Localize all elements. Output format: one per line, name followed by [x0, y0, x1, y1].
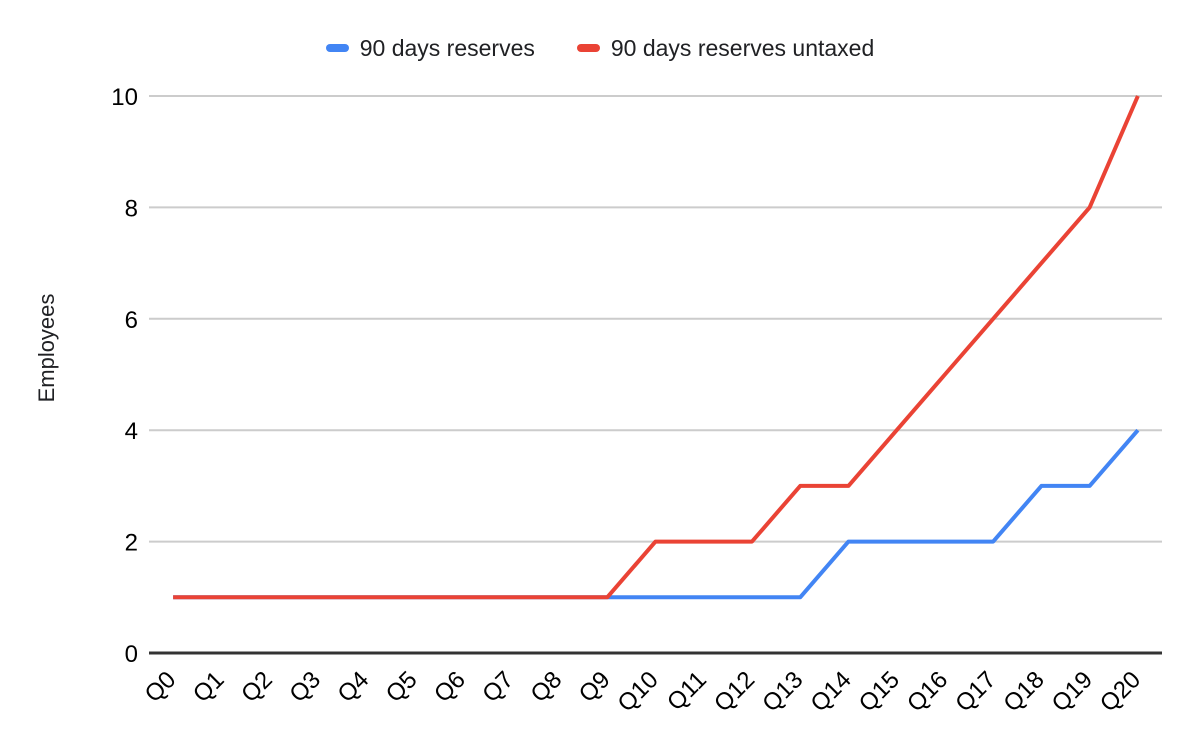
y-tick-label: 8	[125, 195, 138, 222]
legend-swatch-icon	[325, 44, 349, 52]
y-tick-label: 4	[125, 418, 138, 445]
x-tick-label: Q7	[477, 666, 519, 708]
legend-item: 90 days reserves	[325, 34, 535, 62]
series-line-90-days-reserves-untaxed	[173, 95, 1140, 600]
legend-swatch-icon	[576, 44, 600, 52]
x-tick-label: Q13	[757, 666, 808, 717]
x-tick-label: Q8	[526, 666, 568, 708]
x-tick-label: Q2	[236, 666, 278, 708]
x-tick-label: Q1	[188, 666, 230, 708]
x-tick-label: Q19	[1047, 666, 1098, 717]
legend-item: 90 days reserves untaxed	[576, 34, 875, 62]
x-tick-label: Q9	[574, 666, 616, 708]
x-tick-label: Q14	[806, 666, 857, 717]
x-tick-label: Q18	[998, 666, 1049, 717]
x-tick-label: Q3	[284, 666, 326, 708]
series-line-90-days-reserves	[173, 428, 1140, 600]
x-tick-label: Q11	[662, 666, 712, 716]
y-tick-label: 6	[125, 307, 138, 334]
x-tick-label: Q6	[429, 666, 471, 708]
x-tick-label: Q4	[333, 666, 375, 708]
legend-label: 90 days reserves untaxed	[610, 34, 875, 61]
x-tick-label: Q10	[613, 666, 664, 717]
x-tick-label: Q12	[709, 666, 760, 717]
y-tick-label: 0	[125, 641, 138, 668]
chart-legend: 90 days reserves 90 days reserves untaxed	[0, 34, 1200, 62]
x-tick-label: Q16	[902, 666, 953, 717]
x-tick-label: Q20	[1095, 666, 1146, 717]
x-tick-label: Q15	[854, 666, 905, 717]
legend-label: 90 days reserves	[359, 34, 535, 61]
x-tick-label: Q5	[381, 666, 423, 708]
x-tick-label: Q0	[140, 666, 182, 708]
x-tick-label: Q17	[950, 666, 1001, 717]
y-tick-label: 2	[125, 530, 138, 557]
y-tick-label: 10	[111, 84, 138, 111]
